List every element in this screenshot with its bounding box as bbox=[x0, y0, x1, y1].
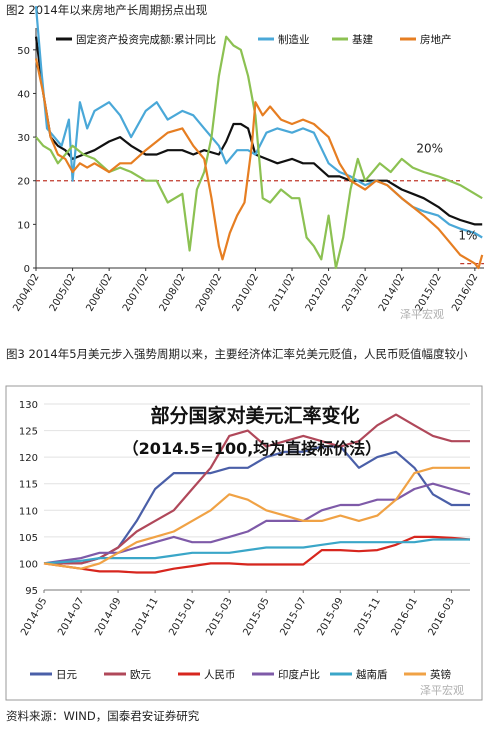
legend-label: 欧元 bbox=[130, 669, 151, 681]
series-line bbox=[43, 466, 470, 570]
legend-label: 房地产 bbox=[420, 33, 452, 46]
series-line bbox=[44, 445, 470, 565]
y-tick-label: 120 bbox=[19, 453, 38, 464]
legend-label: 固定资产投资完成额:累计同比 bbox=[76, 33, 216, 46]
series-line bbox=[43, 482, 471, 565]
x-tick-label: 2011/02 bbox=[267, 272, 297, 313]
y-tick-label: 105 bbox=[19, 533, 38, 544]
series-line bbox=[43, 538, 470, 565]
y-tick-label: 10 bbox=[17, 220, 30, 231]
legend-label: 越南盾 bbox=[356, 668, 388, 681]
legend-label: 印度卢比 bbox=[278, 668, 320, 681]
figure-3-caption: 图3 2014年5月美元步入强势周期以来，主要经济体汇率兑美元贬值，人民币贬值幅… bbox=[6, 347, 468, 361]
series-line bbox=[34, 58, 484, 270]
y-tick-label: 110 bbox=[19, 506, 38, 517]
series-line bbox=[34, 36, 483, 226]
y-tick-label: 40 bbox=[17, 89, 30, 100]
x-tick-label: 2013/02 bbox=[340, 272, 370, 313]
y-tick-label: 50 bbox=[17, 46, 30, 57]
y-tick-label: 130 bbox=[19, 400, 38, 411]
x-tick-label: 2005/02 bbox=[48, 272, 78, 313]
annotation-label: 1% bbox=[458, 229, 477, 243]
series-line bbox=[44, 413, 470, 565]
y-tick-label: 0 bbox=[24, 264, 30, 275]
y-tick-label: 125 bbox=[19, 427, 38, 438]
x-tick-label: 2007/02 bbox=[121, 272, 151, 313]
legend-label: 基建 bbox=[352, 33, 373, 46]
x-tick-label: 2008/02 bbox=[158, 272, 188, 313]
chart-subtitle: （2014.5=100,均为直接标价法） bbox=[123, 439, 382, 458]
source-note: 资料来源：WIND，国泰君安证券研究 bbox=[6, 709, 200, 723]
y-tick-label: 115 bbox=[19, 480, 38, 491]
x-tick-label: 2012/02 bbox=[304, 272, 334, 313]
x-tick-label: 2016/02 bbox=[450, 272, 480, 313]
x-tick-label: 2009/02 bbox=[194, 272, 224, 313]
watermark: 泽平宏观 bbox=[420, 683, 464, 697]
legend-label: 英镑 bbox=[430, 668, 451, 681]
watermark: 泽平宏观 bbox=[400, 307, 444, 321]
figure-2-caption: 图2 2014年以来房地产长周期拐点出现 bbox=[6, 3, 208, 17]
series-line bbox=[35, 35, 483, 270]
x-tick-label: 2006/02 bbox=[84, 272, 114, 313]
y-tick-label: 95 bbox=[25, 586, 38, 597]
legend-label: 人民币 bbox=[204, 669, 236, 681]
y-tick-label: 100 bbox=[19, 559, 38, 570]
x-tick-label: 2010/02 bbox=[231, 272, 261, 313]
y-tick-label: 20 bbox=[17, 177, 30, 188]
legend-label: 日元 bbox=[56, 669, 77, 681]
annotation-label: 20% bbox=[416, 141, 443, 155]
legend-label: 制造业 bbox=[278, 33, 310, 46]
y-tick-label: 30 bbox=[17, 133, 30, 144]
x-tick-label: 2004/02 bbox=[11, 272, 41, 313]
chart-title: 部分国家对美元汇率变化 bbox=[150, 404, 359, 427]
